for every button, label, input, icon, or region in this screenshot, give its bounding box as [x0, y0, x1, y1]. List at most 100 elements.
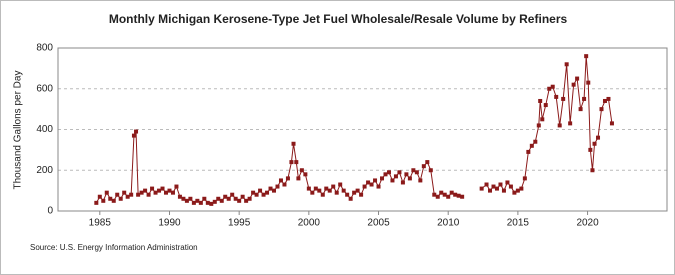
data-point	[97, 194, 102, 199]
data-point	[529, 143, 534, 148]
y-axis-label: Thousand Gallons per Day	[13, 71, 24, 190]
data-point	[108, 196, 113, 201]
data-point	[291, 141, 296, 146]
source: Source: U.S. Energy Information Administ…	[30, 243, 198, 252]
data-point	[515, 188, 520, 193]
data-point	[522, 176, 527, 181]
data-point	[606, 96, 611, 101]
data-point	[230, 192, 235, 197]
data-point	[184, 198, 189, 203]
data-point	[411, 168, 416, 173]
x-tick-label: 1990	[158, 218, 181, 229]
data-point	[390, 178, 395, 183]
y-tick-label: 600	[36, 83, 53, 94]
data-point	[272, 188, 277, 193]
data-point	[125, 194, 130, 199]
data-point	[355, 188, 360, 193]
data-point	[188, 196, 193, 201]
data-point	[131, 133, 136, 138]
data-point	[491, 184, 496, 189]
data-point	[129, 192, 134, 197]
data-point	[306, 186, 311, 191]
data-point	[501, 188, 506, 193]
data-point	[341, 188, 346, 193]
data-point	[439, 190, 444, 195]
data-point	[310, 190, 315, 195]
data-point	[237, 198, 242, 203]
data-point	[421, 164, 426, 169]
data-point	[538, 98, 543, 103]
data-point	[494, 186, 499, 191]
data-point	[338, 182, 343, 187]
data-point	[588, 147, 593, 152]
data-point	[205, 200, 210, 205]
data-point	[226, 196, 231, 201]
data-point	[547, 86, 552, 91]
x-tick-label: 1995	[228, 218, 251, 229]
data-point	[146, 192, 151, 197]
data-point	[505, 180, 510, 185]
data-point	[181, 196, 186, 201]
data-point	[101, 198, 106, 203]
data-point	[278, 178, 283, 183]
data-point	[177, 194, 182, 199]
data-point	[247, 196, 252, 201]
x-tick-label: 2020	[576, 218, 599, 229]
chart-title: Monthly Michigan Kerosene-Type Jet Fuel …	[109, 12, 568, 26]
data-point	[586, 80, 591, 85]
data-point	[380, 176, 385, 181]
data-point	[571, 82, 576, 87]
data-point	[296, 176, 301, 181]
data-point	[167, 188, 172, 193]
data-point	[449, 190, 454, 195]
data-point	[160, 186, 165, 191]
data-point	[327, 188, 332, 193]
data-point	[533, 139, 538, 144]
data-point	[376, 184, 381, 189]
data-point	[568, 121, 573, 126]
data-point	[265, 190, 270, 195]
data-point	[268, 186, 273, 191]
data-point	[115, 192, 120, 197]
data-point	[275, 184, 280, 189]
data-point	[345, 192, 350, 197]
data-point	[373, 178, 378, 183]
y-tick-label: 200	[36, 165, 53, 176]
data-point	[596, 135, 601, 140]
data-point	[479, 186, 484, 191]
data-point	[139, 190, 144, 195]
data-point	[111, 198, 116, 203]
data-point	[432, 192, 437, 197]
data-point	[143, 188, 148, 193]
data-point	[526, 149, 531, 154]
x-tick-label: 2015	[507, 218, 530, 229]
x-tick-label: 2010	[437, 218, 460, 229]
plot-area	[57, 47, 668, 212]
data-point	[550, 84, 555, 89]
data-point	[209, 201, 214, 206]
data-point	[359, 192, 364, 197]
data-point	[442, 192, 447, 197]
data-point	[512, 190, 517, 195]
data-point	[261, 192, 266, 197]
data-point	[251, 190, 256, 195]
data-point	[362, 184, 367, 189]
data-point	[575, 76, 580, 81]
data-point	[599, 107, 604, 112]
data-point	[317, 188, 322, 193]
data-point	[164, 190, 169, 195]
data-point	[202, 196, 207, 201]
data-point	[404, 172, 409, 177]
data-point	[540, 117, 545, 122]
data-point	[519, 186, 524, 191]
data-point	[428, 168, 433, 173]
data-point	[282, 182, 287, 187]
data-point	[285, 176, 290, 181]
data-point	[508, 184, 513, 189]
data-point	[320, 192, 325, 197]
data-point	[244, 198, 249, 203]
data-point	[157, 188, 162, 193]
data-point	[94, 200, 99, 205]
data-point	[425, 160, 430, 165]
